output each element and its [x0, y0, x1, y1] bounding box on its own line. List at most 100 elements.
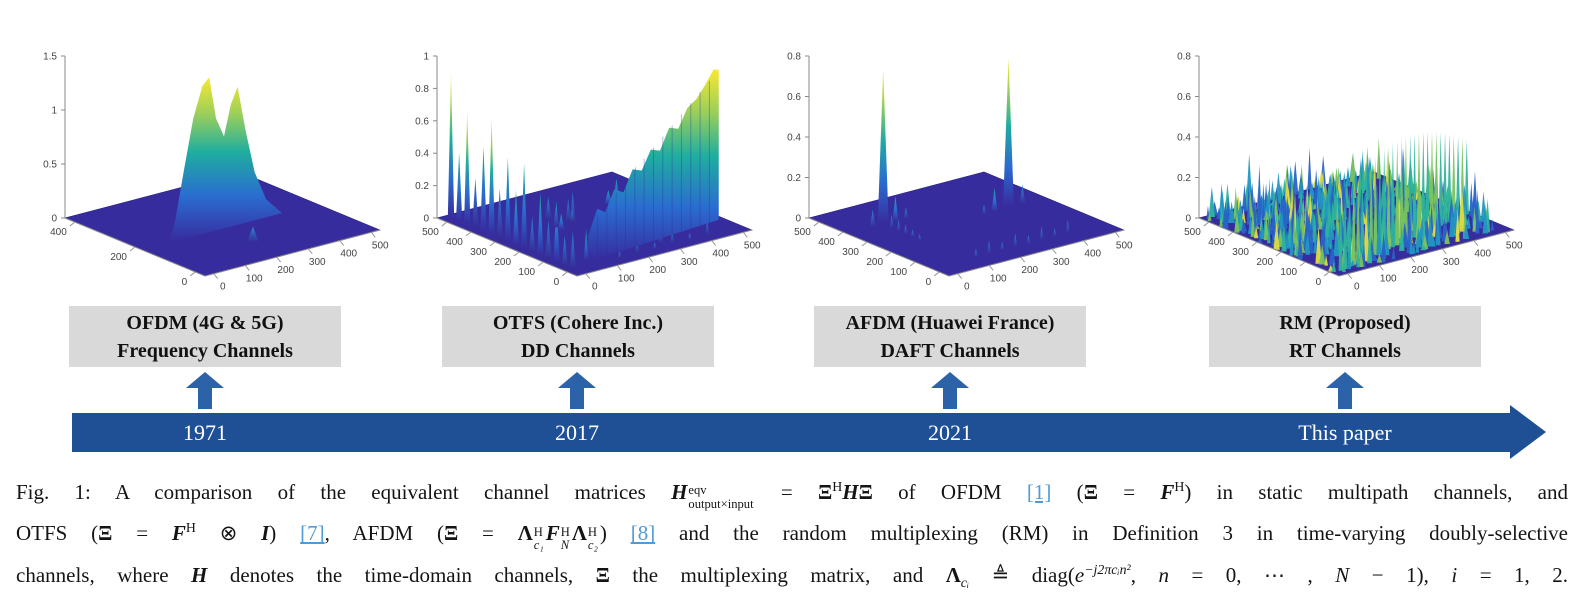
figure-caption: Fig. 1: A comparison of the equivalent c… [16, 470, 1568, 599]
svg-text:0.4: 0.4 [1177, 133, 1191, 144]
caption-text: ) in static multipath channels, and [1184, 480, 1568, 504]
caption-text: = 1, 2. [1457, 562, 1569, 587]
caption-text: = [755, 480, 819, 504]
citation-link[interactable]: [1] [1026, 480, 1052, 504]
svg-text:300: 300 [470, 247, 487, 258]
caption-text: denotes the time-domain channels, [207, 562, 596, 587]
caption-text: = [112, 521, 172, 546]
svg-text:400: 400 [446, 237, 463, 248]
caption-text: = 0, ⋯ , [1168, 562, 1336, 587]
caption-text: F [1160, 480, 1175, 504]
timeline-entry-2017: 2017 [555, 420, 599, 445]
svg-text:0.6: 0.6 [415, 116, 429, 127]
svg-text:0: 0 [926, 277, 932, 288]
label-box-otfs: OTFS (Cohere Inc.) DD Channels [442, 306, 714, 367]
svg-text:400: 400 [818, 237, 835, 248]
caption-text: − 1), [1349, 562, 1452, 587]
svg-text:200: 200 [649, 265, 666, 276]
label-box-title: OFDM (4G & 5G) [126, 312, 284, 334]
caption-text: Fig. 1: A comparison of the equivalent c… [16, 480, 672, 504]
plot-ofdm: 1.5 1 0.5 0 400 200 0 0 100 200 300 400 500 [20, 6, 392, 302]
svg-text:0: 0 [1185, 214, 1191, 225]
svg-text:0.8: 0.8 [1177, 52, 1191, 63]
svg-text:1: 1 [423, 52, 429, 63]
caption-text: Λ [517, 521, 533, 546]
svg-text:400: 400 [340, 249, 357, 260]
svg-text:200: 200 [277, 265, 294, 276]
caption-line-3: channels, where H denotes the time-domai… [16, 553, 1568, 599]
svg-text:0.5: 0.5 [43, 160, 57, 171]
svg-text:500: 500 [372, 240, 389, 251]
caption-text: H [832, 479, 843, 494]
svg-text:0: 0 [592, 282, 598, 293]
caption-text: F [545, 521, 560, 546]
label-box-afdm: AFDM (Huawei France) DAFT Channels [814, 306, 1086, 367]
svg-text:200: 200 [866, 257, 883, 268]
label-box-subtitle: DD Channels [521, 340, 635, 362]
svg-text:200: 200 [1411, 265, 1428, 276]
label-box-rm: RM (Proposed) RT Channels [1209, 306, 1481, 367]
caption-text: ) [599, 521, 631, 546]
plot-axes: 0.8 0.6 0.4 0.2 0 500 400 300 200 100 0 0 100 200 300 4… [787, 52, 1133, 293]
caption-text: H [1174, 479, 1185, 494]
caption-text: Ξ [444, 521, 459, 546]
svg-text:0.2: 0.2 [787, 173, 801, 184]
otfs-surface-chart: 1 0.8 0.6 0.4 0.2 0 500 400 300 200 100 0 0 100 200 300… [415, 52, 761, 293]
svg-text:0: 0 [182, 277, 188, 288]
svg-text:200: 200 [110, 252, 127, 263]
plot-rm: 0.8 0.6 0.4 0.2 0 500 400 300 200 100 0 0 100 200 300 4… [1154, 6, 1526, 302]
svg-text:100: 100 [246, 273, 263, 284]
caption-text: of OFDM [872, 480, 1027, 504]
up-arrow-icon-otfs [558, 372, 596, 409]
svg-text:500: 500 [1506, 240, 1523, 251]
svg-text:0: 0 [423, 214, 429, 225]
timeline-entry-2021: 2021 [928, 420, 972, 445]
caption-text: ( [1051, 480, 1084, 504]
caption-text: ) [269, 521, 301, 546]
svg-text:0.6: 0.6 [1177, 92, 1191, 103]
label-box-subtitle: RT Channels [1289, 340, 1401, 362]
svg-text:0.8: 0.8 [787, 52, 801, 63]
caption-text: and the random multiplexing (RM) in Defi… [655, 521, 1568, 546]
svg-text:100: 100 [618, 273, 635, 284]
caption-text: Λ [945, 562, 961, 587]
svg-text:400: 400 [1208, 237, 1225, 248]
caption-text: Λ [571, 521, 587, 546]
svg-text:300: 300 [1232, 247, 1249, 258]
svg-text:500: 500 [422, 227, 439, 238]
svg-text:400: 400 [50, 227, 67, 238]
svg-text:200: 200 [1256, 257, 1273, 268]
caption-text: = [1097, 480, 1161, 504]
svg-text:0.4: 0.4 [415, 149, 429, 160]
plot-axes: 0.8 0.6 0.4 0.2 0 500 400 300 200 100 0 0 100 200 300 4… [1177, 52, 1523, 293]
svg-text:300: 300 [681, 257, 698, 268]
svg-text:500: 500 [1184, 227, 1201, 238]
svg-text:0.2: 0.2 [1177, 173, 1191, 184]
up-arrow-icon-rm [1326, 372, 1364, 409]
svg-text:300: 300 [309, 257, 326, 268]
caption-text: i [1451, 562, 1458, 587]
svg-text:400: 400 [712, 249, 729, 260]
svg-text:0.2: 0.2 [415, 181, 429, 192]
caption-text: , AFDM ( [324, 521, 444, 546]
label-box-title: RM (Proposed) [1279, 312, 1411, 334]
caption-text: channels, where [16, 562, 192, 587]
caption-text: H [191, 562, 208, 587]
caption-text: n [1158, 562, 1169, 587]
svg-text:500: 500 [794, 227, 811, 238]
caption-text: H [842, 480, 859, 504]
up-arrow-icon-afdm [931, 372, 969, 409]
caption-text: I [261, 521, 270, 546]
caption-text: Ξ [1083, 480, 1098, 504]
citation-link[interactable]: [8] [630, 521, 656, 546]
citation-link[interactable]: [7] [300, 521, 325, 546]
caption-text: ⊗ [195, 521, 262, 546]
svg-text:300: 300 [1443, 257, 1460, 268]
caption-text: N [1335, 562, 1350, 587]
svg-text:0.6: 0.6 [787, 92, 801, 103]
svg-text:0: 0 [795, 214, 801, 225]
